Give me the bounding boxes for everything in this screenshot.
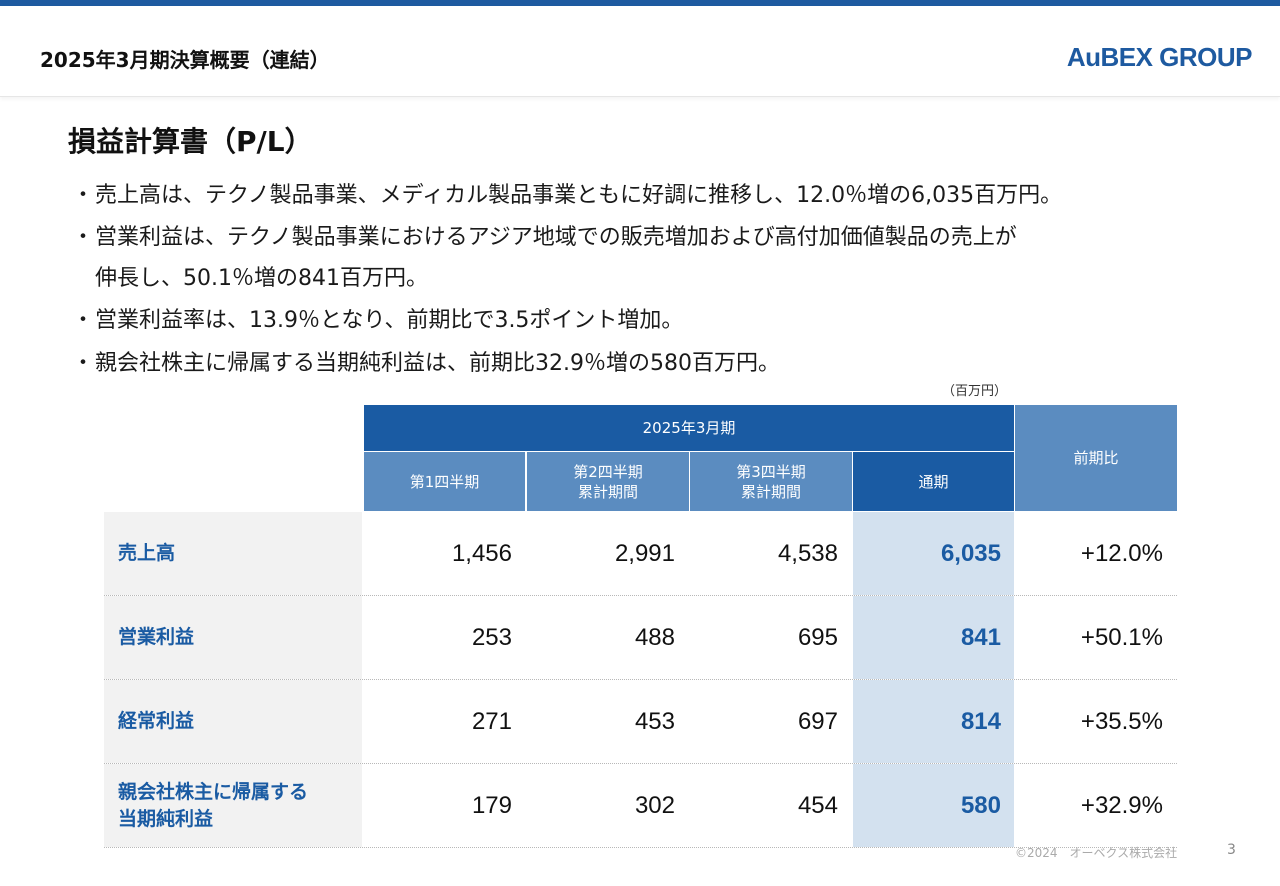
value-q2: 2,991 bbox=[614, 539, 675, 567]
period-header: 2025年3月期 bbox=[364, 405, 1014, 451]
value-q2: 302 bbox=[634, 791, 675, 819]
column-header-line: 通期 bbox=[918, 472, 949, 491]
row-label: 売上高 bbox=[104, 512, 362, 595]
bullet-mark: ・ bbox=[72, 308, 95, 333]
summary-bullets: ・売上高は、テクノ製品事業、メディカル製品事業ともに好調に推移し、12.0％増の… bbox=[72, 174, 1252, 385]
page-title: 2025年3月期決算概要（連結） bbox=[40, 48, 330, 72]
bullet-item: ・親会社株主に帰属する当期純利益は、前期比32.9％増の580百万円。 bbox=[72, 342, 1252, 385]
bullet-text-continued: 伸長し、50.1％増の841百万円。 bbox=[95, 266, 428, 291]
slide-header: 2025年3月期決算概要（連結） AuBEX GROUP bbox=[0, 6, 1280, 97]
row-label-line: 当期純利益 bbox=[118, 807, 214, 830]
column-header-full-year: 通期 bbox=[853, 452, 1014, 511]
bullet-mark: ・ bbox=[72, 183, 95, 208]
full-year-highlight bbox=[853, 764, 1014, 847]
column-header-line: 累計期間 bbox=[740, 482, 801, 501]
table-row: 営業利益 253 488 695 841 +50.1% bbox=[104, 596, 1177, 680]
page-number: 3 bbox=[1227, 842, 1236, 858]
value-full-year: 841 bbox=[960, 623, 1001, 651]
row-label-line: 営業利益 bbox=[118, 626, 195, 648]
row-label: 営業利益 bbox=[104, 596, 362, 679]
bullet-text: 営業利益率は、13.9％となり、前期比で3.5ポイント増加。 bbox=[95, 308, 684, 333]
row-label-line: 売上高 bbox=[118, 542, 176, 564]
bullet-item: ・営業利益率は、13.9％となり、前期比で3.5ポイント増加。 bbox=[72, 299, 1252, 342]
column-header-q1: 第1四半期 bbox=[364, 452, 525, 511]
bullet-mark: ・ bbox=[72, 225, 95, 250]
column-header-q3: 第3四半期 累計期間 bbox=[690, 452, 852, 511]
value-q1: 253 bbox=[471, 623, 512, 651]
value-q3: 454 bbox=[797, 791, 838, 819]
table-row: 親会社株主に帰属する 当期純利益 179 302 454 580 +32.9% bbox=[104, 764, 1177, 848]
copyright: ©2024 オーベクス株式会社 bbox=[1015, 846, 1178, 860]
bullet-item: ・売上高は、テクノ製品事業、メディカル製品事業ともに好調に推移し、12.0％増の… bbox=[72, 174, 1252, 217]
row-label-line: 経常利益 bbox=[118, 710, 195, 732]
value-full-year: 814 bbox=[960, 707, 1001, 735]
column-header-line: 累計期間 bbox=[577, 482, 638, 501]
column-header-line: 第2四半期 bbox=[573, 462, 643, 481]
value-q2: 453 bbox=[634, 707, 675, 735]
value-yoy: +12.0% bbox=[1080, 539, 1163, 567]
value-q1: 179 bbox=[471, 791, 512, 819]
section-title: 損益計算書（P/L） bbox=[68, 125, 313, 158]
value-q3: 695 bbox=[797, 623, 838, 651]
full-year-highlight bbox=[853, 596, 1014, 679]
row-label: 経常利益 bbox=[104, 680, 362, 763]
row-label: 親会社株主に帰属する 当期純利益 bbox=[104, 764, 362, 847]
bullet-text: 営業利益は、テクノ製品事業におけるアジア地域での販売増加および高付加価値製品の売… bbox=[95, 225, 1017, 250]
column-header-q2: 第2四半期 累計期間 bbox=[527, 452, 689, 511]
unit-label: （百万円） bbox=[942, 384, 1008, 399]
value-full-year: 580 bbox=[960, 791, 1001, 819]
value-yoy: +50.1% bbox=[1080, 623, 1163, 651]
bullet-text: 親会社株主に帰属する当期純利益は、前期比32.9％増の580百万円。 bbox=[95, 351, 780, 376]
full-year-highlight bbox=[853, 680, 1014, 763]
value-full-year: 6,035 bbox=[940, 539, 1001, 567]
bullet-text: 売上高は、テクノ製品事業、メディカル製品事業ともに好調に推移し、12.0％増の6… bbox=[95, 183, 1063, 208]
value-yoy: +32.9% bbox=[1080, 791, 1163, 819]
value-q1: 271 bbox=[471, 707, 512, 735]
company-logo: AuBEX GROUP bbox=[1066, 42, 1253, 72]
top-accent-bar bbox=[0, 0, 1280, 6]
column-header-line: 第1四半期 bbox=[409, 472, 480, 491]
row-label-line: 親会社株主に帰属する bbox=[118, 780, 309, 803]
value-q3: 697 bbox=[797, 707, 838, 735]
value-yoy: +35.5% bbox=[1080, 707, 1163, 735]
value-q3: 4,538 bbox=[777, 539, 838, 567]
value-q2: 488 bbox=[634, 623, 675, 651]
bullet-item: ・営業利益は、テクノ製品事業におけるアジア地域での販売増加および高付加価値製品の… bbox=[72, 217, 1252, 299]
full-year-highlight bbox=[853, 512, 1014, 595]
column-header-line: 第3四半期 bbox=[736, 462, 806, 481]
table-row: 売上高 1,456 2,991 4,538 6,035 +12.0% bbox=[104, 512, 1177, 596]
table-row: 経常利益 271 453 697 814 +35.5% bbox=[104, 680, 1177, 764]
yoy-header: 前期比 bbox=[1015, 405, 1177, 511]
bullet-mark: ・ bbox=[72, 351, 95, 376]
value-q1: 1,456 bbox=[451, 539, 512, 567]
